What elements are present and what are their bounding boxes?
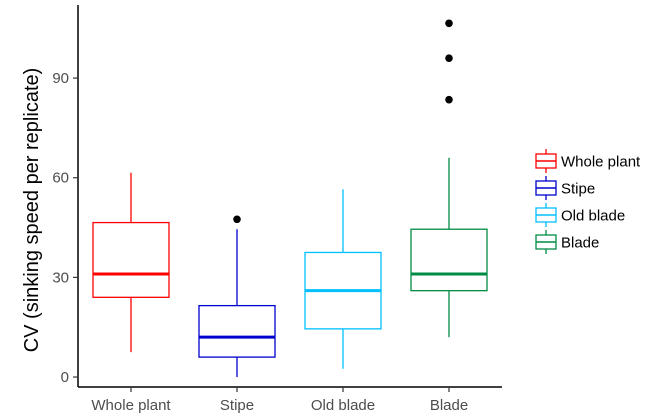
x-tick-label: Old blade [311,397,375,414]
y-tick-label: 60 [52,170,69,187]
legend-label: Old blade [561,208,625,225]
box-iqr [92,221,170,298]
box-blade [410,19,488,338]
box-iqr [198,304,276,358]
legend-label: Stipe [561,181,595,198]
outlier-point [445,54,453,62]
x-axis-ticks: Whole plant Stipe Old blade Blade [91,387,468,414]
legend-label: Blade [561,235,599,252]
y-tick-label: 90 [52,70,69,87]
legend-key [535,230,557,254]
box-iqr [410,228,488,292]
box-whole-plant [92,172,170,353]
box-stipe [198,215,276,378]
y-axis-ticks: 0 30 60 90 [52,70,78,386]
boxes-layer [92,19,488,378]
outlier-point [445,95,453,104]
y-tick-label: 0 [61,369,69,386]
x-tick-label: Whole plant [91,397,171,414]
y-tick-label: 30 [52,269,69,286]
outlier-point [233,215,241,224]
x-tick-label: Blade [430,397,468,414]
outlier-point [445,19,453,28]
x-tick-label: Stipe [220,397,254,414]
legend-key [535,176,557,200]
legend-key [535,149,557,173]
y-axis-title: CV (sinking speed per replicate) [21,68,43,353]
legend: Whole plant Stipe Old blade Blade [535,149,641,254]
box-old-blade [304,189,382,369]
legend-key [535,203,557,227]
legend-label: Whole plant [561,154,641,171]
